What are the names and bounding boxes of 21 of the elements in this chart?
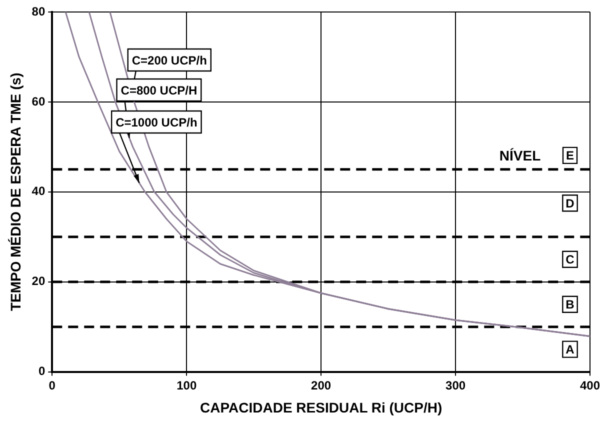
y-tick-label: 40: [32, 184, 46, 198]
series-label: C=200 UCP/h: [132, 53, 207, 68]
annotation: E: [566, 148, 574, 163]
annotation: C: [566, 252, 575, 267]
y-tick-label: 80: [32, 4, 46, 18]
x-tick-label: 100: [176, 378, 197, 392]
annotation: A: [566, 342, 575, 357]
y-tick-label: 60: [32, 94, 46, 108]
x-tick-label: 200: [311, 378, 332, 392]
x-tick-label: 300: [446, 378, 466, 392]
y-axis-title: TEMPO MÉDIO DE ESPERA TME (s): [7, 72, 24, 312]
annotation: NÍVEL: [499, 147, 542, 164]
series-label: C=800 UCP/H: [120, 83, 198, 98]
annotation: B: [566, 298, 575, 312]
x-tick-label: 400: [580, 378, 600, 392]
x-axis-title: CAPACIDADE RESIDUAL Ri (UCP/H): [200, 399, 442, 416]
annotation: D: [566, 196, 575, 210]
y-tick-label: 20: [32, 274, 46, 288]
series-label: C=1000 UCP/h: [116, 115, 198, 130]
x-tick-label: 0: [48, 378, 56, 392]
y-tick-label: 0: [38, 364, 46, 378]
